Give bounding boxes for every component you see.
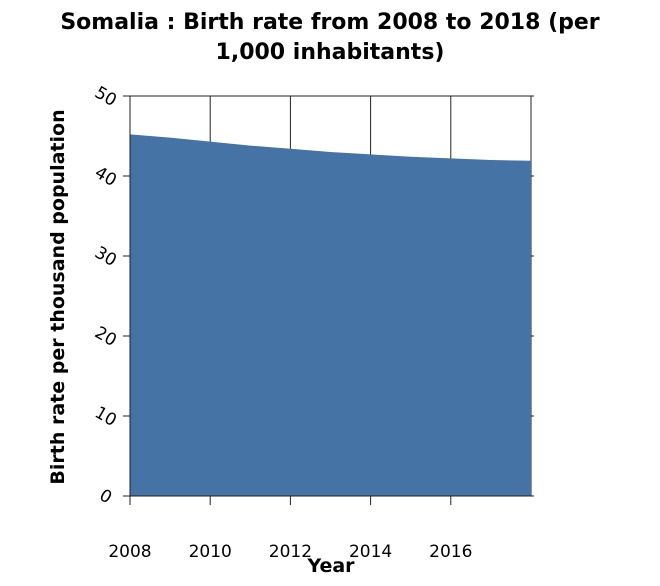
chart-title: Somalia : Birth rate from 2008 to 2018 (… [60, 10, 600, 65]
area-layer [129, 134, 532, 496]
x-tick-label: 2010 [189, 542, 232, 562]
area-series [130, 134, 531, 496]
x-tick-label: 2008 [108, 542, 151, 562]
x-axis-title: Year [306, 555, 355, 577]
axes [123, 95, 534, 505]
y-tick-label: 20 [91, 323, 120, 351]
x-tick-label: 2014 [349, 542, 392, 562]
y-tick-label: 30 [91, 243, 120, 271]
y-tick-label: 0 [96, 485, 115, 508]
y-tick-label: 40 [91, 163, 120, 191]
y-tick-label: 10 [91, 403, 120, 431]
y-axis-title: Birth rate per thousand population [47, 109, 69, 484]
x-tick-label: 2012 [269, 542, 312, 562]
y-tick-label: 50 [91, 83, 120, 111]
x-tick-label: 2016 [429, 542, 472, 562]
